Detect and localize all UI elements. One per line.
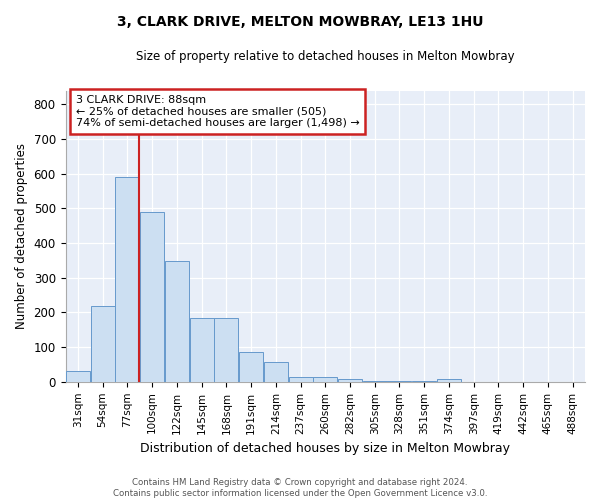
Bar: [264, 362, 288, 382]
Bar: [363, 381, 387, 382]
Bar: [66, 372, 90, 382]
Bar: [91, 306, 115, 382]
Text: 3, CLARK DRIVE, MELTON MOWBRAY, LE13 1HU: 3, CLARK DRIVE, MELTON MOWBRAY, LE13 1HU: [117, 15, 483, 29]
Text: Contains HM Land Registry data © Crown copyright and database right 2024.
Contai: Contains HM Land Registry data © Crown c…: [113, 478, 487, 498]
Bar: [214, 318, 238, 382]
Bar: [313, 376, 337, 382]
Text: 3 CLARK DRIVE: 88sqm
← 25% of detached houses are smaller (505)
74% of semi-deta: 3 CLARK DRIVE: 88sqm ← 25% of detached h…: [76, 95, 359, 128]
Bar: [239, 352, 263, 382]
Bar: [140, 212, 164, 382]
Bar: [388, 381, 412, 382]
Bar: [338, 379, 362, 382]
Bar: [190, 318, 214, 382]
Bar: [412, 381, 436, 382]
Y-axis label: Number of detached properties: Number of detached properties: [15, 143, 28, 329]
Title: Size of property relative to detached houses in Melton Mowbray: Size of property relative to detached ho…: [136, 50, 515, 63]
Bar: [289, 376, 313, 382]
Bar: [437, 379, 461, 382]
Bar: [165, 261, 189, 382]
Bar: [115, 177, 139, 382]
X-axis label: Distribution of detached houses by size in Melton Mowbray: Distribution of detached houses by size …: [140, 442, 510, 455]
